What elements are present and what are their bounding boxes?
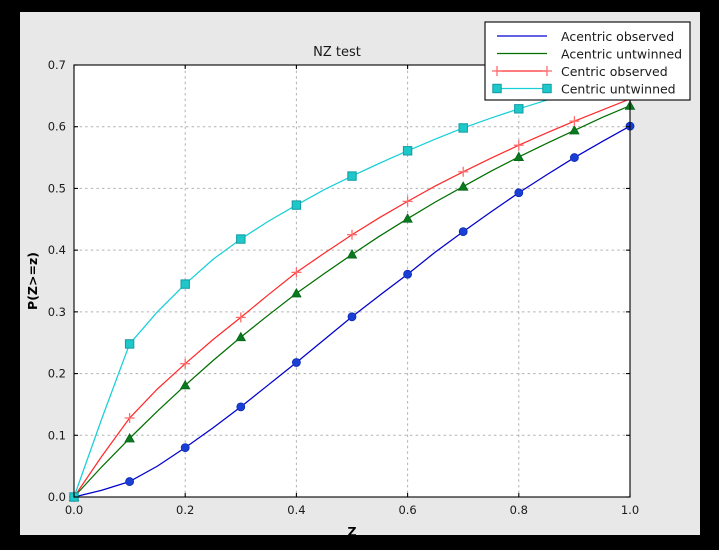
x-tick-label: 0.4 xyxy=(287,503,305,517)
series-0 xyxy=(69,121,635,502)
marker-circle xyxy=(570,153,579,162)
y-axis-label: P(Z>=z) xyxy=(25,252,40,310)
chart-title: NZ test xyxy=(313,45,361,60)
x-tick-label: 0.0 xyxy=(65,503,83,517)
marker-triangle xyxy=(457,181,469,191)
marker-circle xyxy=(291,358,301,367)
legend-entry-2[interactable]: Centric observed xyxy=(492,64,668,79)
y-tick-label: 0.1 xyxy=(48,428,66,442)
nz-test-line-chart: 0.0 0.1 0.2 0.3 0.4 0.5 0.6 0.7 0.0 0.2 0.4 0.6 0.8 1… xyxy=(25,21,691,535)
marker-square xyxy=(402,146,413,156)
marker-triangle xyxy=(124,432,135,443)
legend-marker xyxy=(542,83,552,94)
marker-square xyxy=(514,104,524,114)
y-tick-label: 0.5 xyxy=(48,181,66,195)
marker-circle xyxy=(125,477,134,486)
marker-square xyxy=(458,123,468,133)
marker-circle xyxy=(514,188,524,198)
legend-box xyxy=(484,21,691,101)
y-tick-label: 0.7 xyxy=(48,58,66,72)
marker-square xyxy=(180,279,190,289)
marker-square xyxy=(124,339,135,349)
marker-triangle xyxy=(402,213,413,223)
series-group xyxy=(68,72,636,502)
x-tick-label: 0.2 xyxy=(176,503,194,517)
marker-circle xyxy=(347,312,357,322)
plot-wrapper: 0.0 0.1 0.2 0.3 0.4 0.5 0.6 0.7 0.0 0.2 0.4 0.6 0.8 1… xyxy=(20,12,700,535)
marker-square xyxy=(236,234,246,244)
legend-label: Acentric untwinned xyxy=(561,47,682,62)
legend-label: Acentric observed xyxy=(561,29,674,44)
y-tick-label: 0.3 xyxy=(48,305,66,319)
marker-circle xyxy=(236,402,246,412)
axis-labels-group: NZ test Z P(Z>=z) xyxy=(25,45,361,535)
matplotlib-figure: 0.0 0.1 0.2 0.3 0.4 0.5 0.6 0.7 0.0 0.2 0.4 0.6 0.8 1… xyxy=(20,12,700,535)
axes-frame xyxy=(73,64,631,498)
plot-background xyxy=(74,65,630,497)
marker-circle xyxy=(403,269,413,279)
marker-circle xyxy=(458,227,468,237)
y-tick-label: 0.0 xyxy=(48,490,66,504)
tick-group: 0.0 0.1 0.2 0.3 0.4 0.5 0.6 0.7 0.0 0.2 0.4 0.6 0.8 1… xyxy=(48,58,639,517)
marker-triangle xyxy=(513,151,525,161)
marker-circle xyxy=(180,443,190,453)
marker-triangle xyxy=(179,379,191,390)
legend-marker xyxy=(492,83,502,94)
marker-triangle xyxy=(291,287,302,298)
marker-triangle xyxy=(235,331,247,342)
y-tick-label: 0.4 xyxy=(48,243,66,257)
legend-entry-1[interactable]: Acentric untwinned xyxy=(497,47,682,62)
y-tick-label: 0.2 xyxy=(48,367,66,381)
legend-label: Centric observed xyxy=(561,64,668,79)
y-tick-label: 0.6 xyxy=(48,120,66,134)
marker-triangle xyxy=(346,249,358,259)
legend-entry-0[interactable]: Acentric observed xyxy=(497,29,674,44)
x-axis-label: Z xyxy=(347,524,356,535)
marker-triangle xyxy=(569,124,580,135)
marker-square xyxy=(291,200,302,210)
grid-lines xyxy=(74,65,630,497)
legend-label: Centric untwinned xyxy=(561,82,676,97)
x-tick-label: 0.8 xyxy=(510,503,528,517)
x-tick-label: 0.6 xyxy=(398,503,416,517)
legend-entry-3[interactable]: Centric untwinned xyxy=(492,82,676,97)
marker-square xyxy=(347,171,357,181)
x-tick-label: 1.0 xyxy=(621,503,639,517)
chart-legend[interactable]: Acentric observed Acentric untwinned Centr… xyxy=(484,21,691,101)
